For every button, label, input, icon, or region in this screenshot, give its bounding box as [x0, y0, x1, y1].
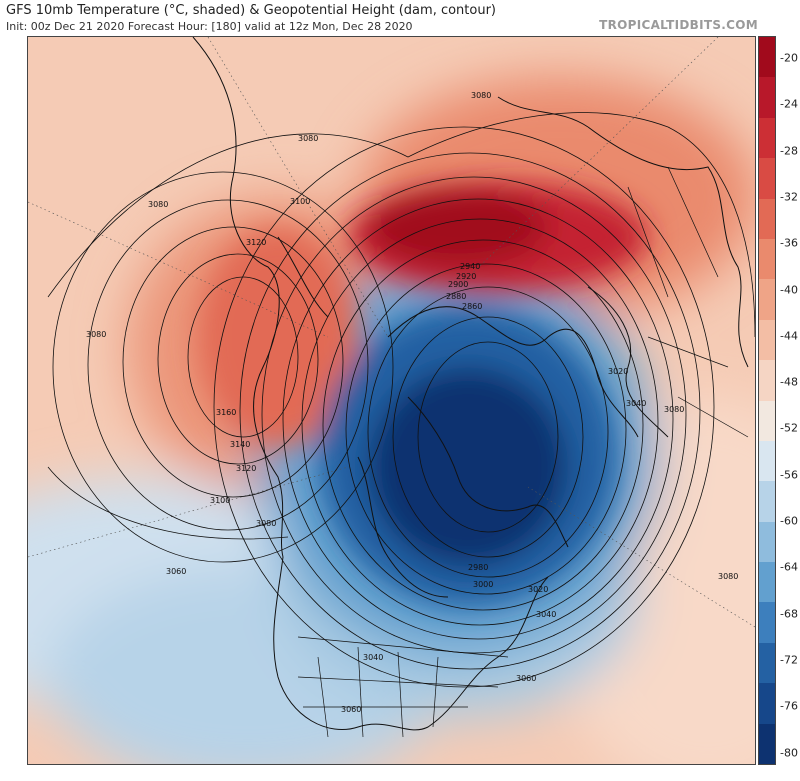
colorbar-segment: [759, 723, 775, 765]
contour-label-mid-3080: 3080: [298, 134, 318, 143]
contour-label-ak-3120b: 3120: [236, 464, 256, 473]
map-canvas: 3080 3080 3080 3100 3120 3080 3160 3140 …: [28, 37, 755, 764]
contour-label-ak-3080b: 3080: [256, 519, 276, 528]
contour-label-pac-3060: 3060: [166, 567, 186, 576]
contour-label-pole-2940: 2940: [460, 262, 480, 271]
contour-label-us-3040: 3040: [363, 653, 383, 662]
contour-label-eur-3080: 3080: [664, 405, 684, 414]
brand-watermark: TROPICALTIDBITS.COM: [599, 18, 758, 32]
colorbar-label: -24: [780, 97, 798, 111]
contour-label-w-3080: 3080: [86, 330, 106, 339]
colorbar-segment: [759, 400, 775, 442]
colorbar-label: -20: [780, 51, 798, 65]
colorbar-label: -32: [780, 190, 798, 204]
contour-label-pole-2900: 2900: [448, 280, 468, 289]
contour-label-ak-3100b: 3100: [210, 496, 230, 505]
colorbar-label: -44: [780, 329, 798, 343]
forecast-map: 3080 3080 3080 3100 3120 3080 3160 3140 …: [27, 36, 756, 765]
contour-label-atl-3040: 3040: [536, 610, 556, 619]
contour-label-ak-3120: 3120: [246, 238, 266, 247]
colorbar-segment: [759, 158, 775, 200]
contour-label-ak-3160: 3160: [216, 408, 236, 417]
colorbar-label: -80: [780, 746, 798, 759]
colorbar-label: -28: [780, 144, 798, 158]
colorbar-label: -52: [780, 421, 798, 435]
contour-label-se-3060: 3060: [516, 674, 536, 683]
chart-title: GFS 10mb Temperature (°C, shaded) & Geop…: [6, 3, 497, 18]
contour-label-ne-3080: 3080: [718, 572, 738, 581]
colorbar-segment: [759, 279, 775, 321]
contour-label-atl-3020: 3020: [528, 585, 548, 594]
colorbar-segment: [759, 37, 775, 78]
height-contours: [47, 112, 755, 688]
colorbar-segment: [759, 440, 775, 482]
contour-labels: 3080 3080 3080 3100 3120 3080 3160 3140 …: [86, 91, 738, 714]
colorbar-segment: [759, 481, 775, 523]
colorbar-label: -64: [780, 560, 798, 574]
colorbar-segment: [759, 562, 775, 603]
colorbar-segment: [759, 642, 775, 684]
colorbar-label: -60: [780, 514, 798, 528]
graticule: [28, 37, 755, 628]
colorbar-segment: [759, 683, 775, 725]
contour-label-pole-2920: 2920: [456, 272, 476, 281]
colorbar-label: -72: [780, 653, 798, 667]
colorbar-label: -48: [780, 375, 798, 389]
temperature-core: [198, 182, 648, 607]
colorbar-label: -36: [780, 236, 798, 250]
contour-label-ak-3100: 3100: [290, 197, 310, 206]
contour-label-ca-3000: 3000: [473, 580, 493, 589]
colorbar-segment: [759, 198, 775, 240]
contour-label-eur-3020: 3020: [608, 367, 628, 376]
contour-label-top-3080: 3080: [471, 91, 491, 100]
colorbar-segment: [759, 319, 775, 361]
contour-label-ca-2980: 2980: [468, 563, 488, 572]
colorbar: [758, 36, 776, 765]
colorbar-label: -76: [780, 699, 798, 713]
coastlines: [192, 37, 749, 731]
contour-label-ak-3140: 3140: [230, 440, 250, 449]
colorbar-label: -56: [780, 468, 798, 482]
contour-label-pole-2880: 2880: [446, 292, 466, 301]
colorbar-segment: [759, 360, 775, 401]
contour-label-nw-3080a: 3080: [148, 200, 168, 209]
chart-subtitle: Init: 00z Dec 21 2020 Forecast Hour: [18…: [6, 20, 413, 33]
borders: [297, 166, 749, 738]
colorbar-segment: [759, 521, 775, 563]
colorbar-label: -68: [780, 607, 798, 621]
contour-label-pole-2860: 2860: [462, 302, 482, 311]
contour-label-eur-3040: 3040: [626, 399, 646, 408]
colorbar-segment: [759, 238, 775, 280]
colorbar-label: -40: [780, 283, 798, 296]
contour-label-us-3060: 3060: [341, 705, 361, 714]
colorbar-segment: [759, 77, 775, 119]
colorbar-segment: [759, 602, 775, 644]
colorbar-segment: [759, 117, 775, 159]
